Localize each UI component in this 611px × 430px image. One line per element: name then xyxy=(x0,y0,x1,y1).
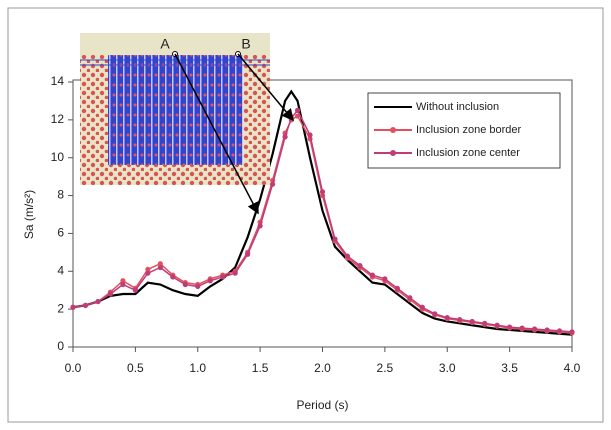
point xyxy=(332,236,338,242)
point xyxy=(182,281,188,288)
y-tick-label: 10 xyxy=(51,150,65,164)
point xyxy=(307,132,313,138)
point xyxy=(519,325,525,331)
point xyxy=(245,251,251,257)
point xyxy=(569,329,575,335)
point xyxy=(82,302,89,308)
x-tick-label: 1.5 xyxy=(252,361,269,375)
point xyxy=(157,261,163,267)
y-tick-label: 4 xyxy=(57,263,64,277)
y-tick-label: 8 xyxy=(57,188,64,202)
point xyxy=(556,328,563,334)
y-tick-label: 6 xyxy=(57,226,64,240)
legend-label: Without inclusion xyxy=(416,101,499,113)
point xyxy=(270,181,276,187)
x-tick-label: 2.0 xyxy=(314,361,331,375)
point xyxy=(457,316,463,323)
point xyxy=(357,263,363,269)
point xyxy=(132,287,138,293)
y-tick-label: 14 xyxy=(51,74,65,88)
point xyxy=(145,270,151,276)
point xyxy=(544,327,550,333)
point xyxy=(432,311,438,317)
point xyxy=(294,113,301,119)
x-tick-label: 3.0 xyxy=(439,361,456,375)
point xyxy=(469,318,475,325)
point xyxy=(257,223,263,229)
point xyxy=(195,283,201,290)
point xyxy=(319,189,326,195)
point xyxy=(294,107,301,113)
point xyxy=(120,281,126,288)
legend-label: Inclusion zone border xyxy=(416,124,522,136)
point xyxy=(145,266,151,272)
x-axis-title: Period (s) xyxy=(296,398,348,412)
y-axis-title: Sa (m/s²) xyxy=(22,190,36,239)
point xyxy=(507,324,513,330)
x-tick-label: 0.5 xyxy=(127,361,144,375)
x-tick-label: 0.0 xyxy=(65,361,82,375)
legend-label: Inclusion zone center xyxy=(416,147,520,159)
point xyxy=(344,253,351,259)
x-tick-label: 2.5 xyxy=(377,361,394,375)
point xyxy=(107,291,114,297)
annotation-arrow xyxy=(174,53,259,215)
x-tick-label: 4.0 xyxy=(564,361,581,375)
point xyxy=(232,270,238,276)
point xyxy=(120,278,126,284)
annotation: B xyxy=(241,36,250,52)
point xyxy=(482,320,488,326)
point xyxy=(282,134,288,140)
annotation-arrow xyxy=(237,53,294,122)
point xyxy=(444,315,450,321)
x-tick-label: 3.5 xyxy=(501,361,518,375)
x-tick-label: 1.0 xyxy=(189,361,206,375)
point xyxy=(170,274,176,280)
inset-diagram xyxy=(80,33,270,185)
y-tick-label: 0 xyxy=(57,339,64,353)
point xyxy=(95,298,101,305)
point xyxy=(419,304,425,310)
point xyxy=(157,264,163,271)
legend-marker xyxy=(390,150,396,156)
legend-marker xyxy=(390,127,396,133)
point xyxy=(394,285,400,291)
y-tick-label: 12 xyxy=(51,112,65,126)
point xyxy=(369,272,375,278)
point xyxy=(494,322,500,328)
point xyxy=(382,276,388,282)
y-tick-label: 2 xyxy=(57,301,64,315)
point xyxy=(70,304,76,310)
annotation: A xyxy=(160,36,170,52)
point xyxy=(220,274,226,280)
point xyxy=(407,295,413,301)
point xyxy=(207,278,213,284)
series-line xyxy=(72,89,573,336)
point xyxy=(531,326,538,332)
